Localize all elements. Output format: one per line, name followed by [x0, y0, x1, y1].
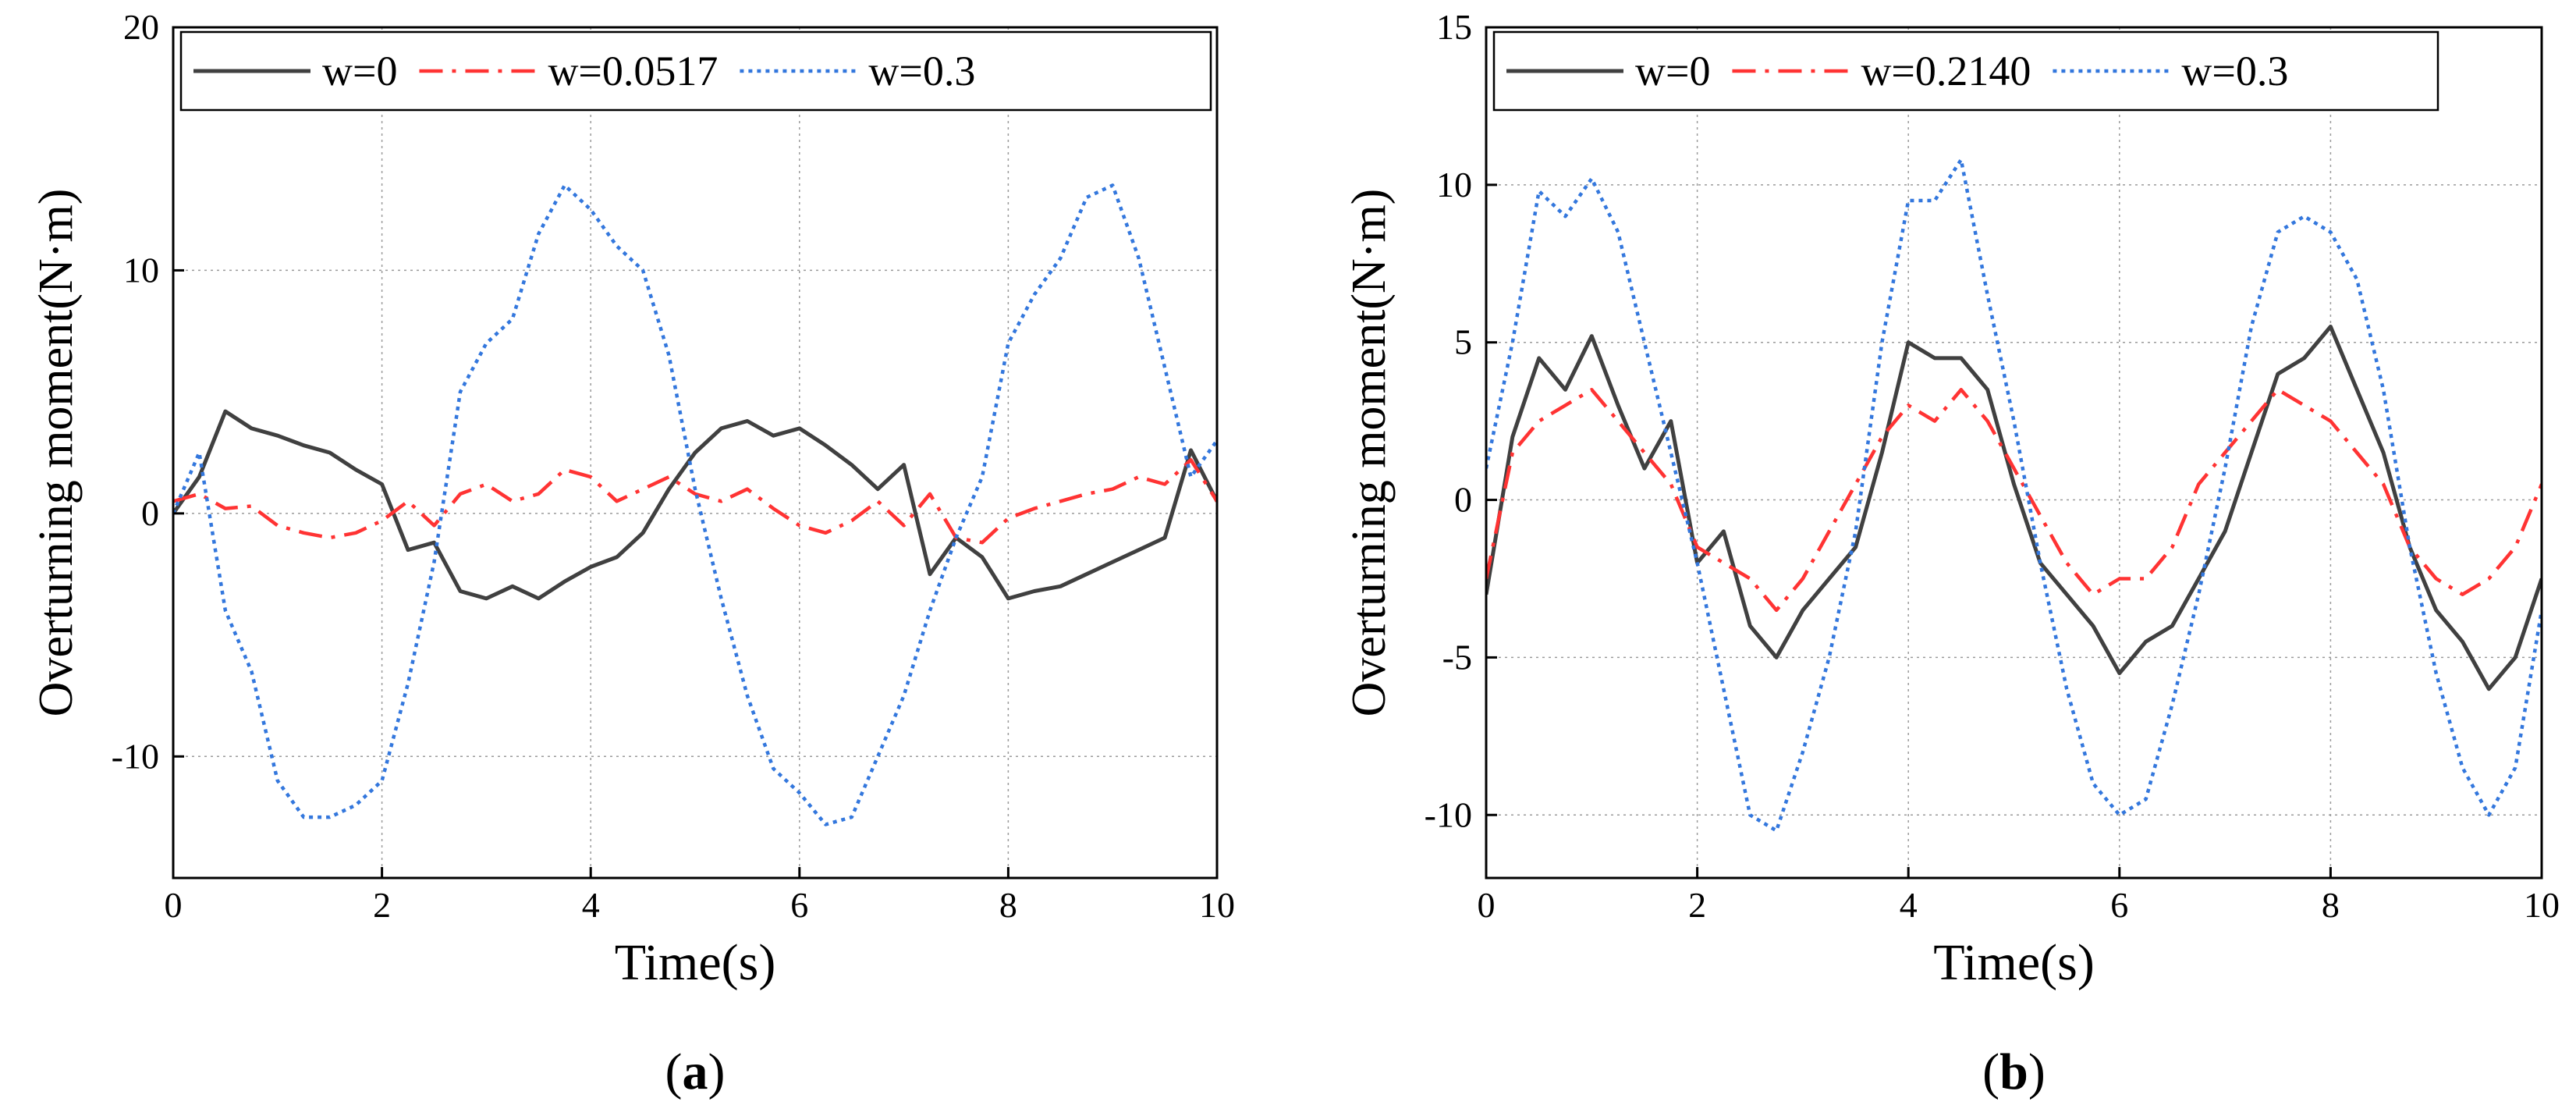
legend: w=0 w=0.2140 w=0.3 — [1492, 30, 2439, 112]
y-tick-label: 10 — [1436, 165, 1472, 204]
x-axis-label: Time(s) — [615, 934, 776, 991]
plot-area — [1486, 27, 2542, 878]
series-line-2 — [173, 458, 1217, 545]
x-tick-label: 8 — [2322, 885, 2340, 925]
chart-panel-b: 0 2 4 6 8 10 -10 -5 0 5 10 15 Time(s) Overturning mom… — [1343, 7, 2560, 1100]
panel-label: (b) — [1982, 1043, 2046, 1100]
legend-label-2: w=0.0517 — [548, 48, 718, 94]
y-tick-label: -10 — [1425, 794, 1472, 834]
x-tick-label: 4 — [582, 885, 600, 925]
x-tick-label: 2 — [1688, 885, 1706, 925]
y-tick-label: 20 — [123, 7, 159, 47]
x-tick-label: 6 — [790, 885, 808, 925]
series-line-3 — [173, 183, 1217, 826]
y-axis-label: Overturning moment(N·m) — [1343, 189, 1396, 717]
series-line-2 — [1486, 388, 2542, 613]
series-line-1 — [173, 409, 1217, 601]
y-axis-label: Overturning moment(N·m) — [30, 189, 83, 717]
legend-box — [1492, 30, 2439, 112]
x-tick-label: 10 — [1199, 885, 1235, 925]
legend-box — [179, 30, 1212, 112]
y-tick-label: 0 — [141, 493, 159, 533]
legend-label-1: w=0 — [322, 48, 397, 94]
y-tick-label: 5 — [1454, 322, 1472, 362]
panel-label: (a) — [665, 1043, 726, 1100]
x-tick-label: 2 — [373, 885, 391, 925]
series-line-1 — [1486, 325, 2542, 691]
legend: w=0 w=0.0517 w=0.3 — [179, 30, 1212, 112]
y-tick-label: 10 — [123, 250, 159, 290]
x-axis-label: Time(s) — [1933, 934, 2095, 991]
axes-frame — [172, 26, 1219, 880]
axes-frame — [1485, 26, 2543, 880]
x-tick-label: 4 — [1900, 885, 1918, 925]
legend-label-3: w=0.3 — [868, 48, 975, 94]
chart-panel-a: 0 2 4 6 8 10 -10 0 10 20 Time(s) Overturning moment… — [30, 7, 1235, 1100]
y-tick-label: 15 — [1436, 7, 1472, 47]
y-tick-label: -10 — [112, 736, 159, 776]
x-tick-label: 0 — [165, 885, 183, 925]
legend-label-3: w=0.3 — [2181, 48, 2288, 94]
x-tick-label: 10 — [2524, 885, 2560, 925]
x-tick-label: 8 — [999, 885, 1017, 925]
legend-label-2: w=0.2140 — [1861, 48, 2031, 94]
y-tick-label: 0 — [1454, 480, 1472, 520]
x-tick-label: 0 — [1478, 885, 1496, 925]
legend-label-1: w=0 — [1635, 48, 1710, 94]
y-tick-label: -5 — [1442, 637, 1472, 677]
x-tick-label: 6 — [2110, 885, 2128, 925]
